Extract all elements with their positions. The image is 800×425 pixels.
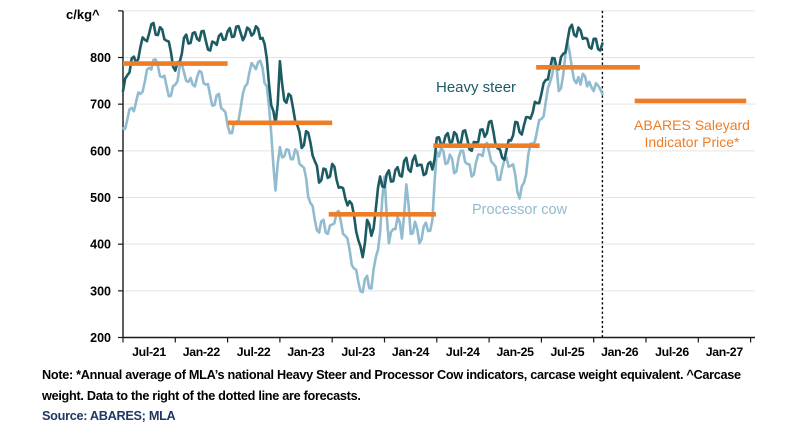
note-block: Note: *Annual average of MLA’s national …	[42, 365, 798, 425]
svg-text:Jul-25: Jul-25	[551, 345, 585, 359]
price-series-lines	[121, 21, 604, 294]
processor-cow-series-label: Processor cow	[472, 202, 568, 218]
svg-text:Jan-26: Jan-26	[601, 345, 639, 359]
note-line-1: Note: *Annual average of MLA’s national …	[42, 368, 741, 382]
note-line-2: weight. Data to the right of the dotted …	[42, 388, 361, 403]
svg-text:400: 400	[90, 238, 111, 252]
source-line: Source: ABARES; MLA	[42, 409, 176, 423]
gridlines	[123, 10, 755, 292]
svg-text:Jan-25: Jan-25	[497, 345, 535, 359]
svg-text:700: 700	[90, 98, 111, 112]
svg-text:800: 800	[90, 51, 111, 65]
svg-text:200: 200	[90, 331, 111, 345]
svg-text:Jul-26: Jul-26	[655, 345, 689, 359]
heavy-steer-line	[121, 21, 604, 259]
y-tick-labels: 200 300 400 500 600 700 800	[90, 51, 111, 345]
heavy-steer-series-label: Heavy steer	[436, 79, 516, 96]
svg-text:Jan-22: Jan-22	[183, 345, 221, 359]
svg-text:500: 500	[90, 191, 111, 205]
svg-text:600: 600	[90, 144, 111, 158]
abares-indicator-label-line1: ABARES Saleyard	[634, 117, 750, 133]
processor-cow-line	[121, 41, 604, 294]
x-tick-labels: Jul-21 Jan-22 Jul-22 Jan-23 Jul-23 Jan-24 Jul-…	[132, 345, 744, 359]
y-axis-unit-label: c/kg^	[66, 7, 100, 22]
svg-text:Jan-24: Jan-24	[392, 345, 430, 359]
svg-text:Jul-21: Jul-21	[132, 345, 166, 359]
svg-text:Jan-27: Jan-27	[706, 345, 744, 359]
svg-text:300: 300	[90, 284, 111, 298]
svg-text:Jul-24: Jul-24	[446, 345, 480, 359]
abares-indicator-label-line2: Indicator Price*	[645, 134, 740, 150]
indicator-price-segments	[123, 61, 747, 217]
svg-text:Jul-22: Jul-22	[237, 345, 271, 359]
axes	[118, 10, 755, 343]
svg-text:Jul-23: Jul-23	[341, 345, 375, 359]
svg-text:Jan-23: Jan-23	[287, 345, 325, 359]
